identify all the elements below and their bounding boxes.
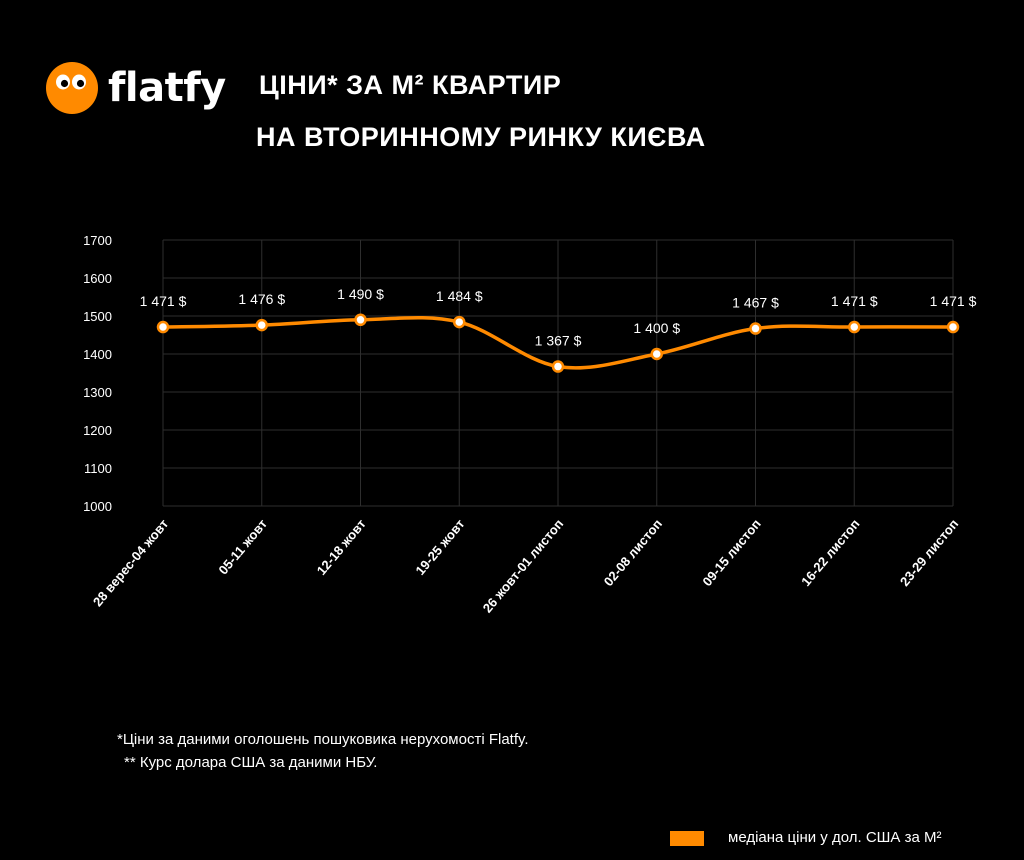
- data-label: 1 476 $: [238, 291, 285, 307]
- data-label: 1 467 $: [732, 295, 779, 311]
- x-tick-label: 23-29 листоп: [897, 516, 961, 589]
- data-point: [255, 318, 268, 332]
- flatfy-logo: flatfy: [44, 60, 226, 116]
- x-tick-label: 02-08 листоп: [601, 516, 665, 589]
- y-tick-label: 1600: [83, 271, 112, 286]
- data-label: 1 490 $: [337, 286, 384, 302]
- data-label: 1 400 $: [633, 320, 680, 336]
- data-point: [946, 320, 960, 334]
- data-point: [848, 320, 861, 334]
- y-tick-label: 1000: [83, 499, 112, 514]
- data-label: 1 484 $: [436, 288, 483, 304]
- x-tick-label: 09-15 листоп: [699, 516, 763, 589]
- flatfy-owl-icon: [46, 62, 98, 114]
- data-point: [156, 320, 170, 334]
- y-tick-label: 1100: [84, 461, 112, 476]
- chart-title-line2: НА ВТОРИННОМУ РИНКУ КИЄВА: [256, 122, 706, 152]
- data-point: [650, 347, 663, 361]
- footnote-source: *Ціни за даними оголошень пошуковика нер…: [117, 731, 529, 748]
- x-tick-label: 16-22 листоп: [798, 516, 862, 589]
- chart-title-line1: ЦІНИ* ЗА М² КВАРТИР: [259, 70, 562, 100]
- x-tick-label: 26 жовт-01 листоп: [480, 516, 567, 615]
- legend-swatch: [670, 831, 704, 846]
- data-point: [453, 315, 466, 329]
- footnote-exchange-rate: ** Курс долара США за даними НБУ.: [124, 754, 378, 771]
- y-tick-label: 1200: [83, 423, 112, 438]
- data-point: [551, 360, 565, 373]
- x-tick-label: 12-18 жовт: [314, 516, 369, 578]
- x-tick-label: 28 верес-04 жовт: [90, 516, 171, 609]
- data-label: 1 471 $: [831, 293, 878, 309]
- x-tick-label: 19-25 жовт: [412, 516, 467, 578]
- data-label: 1 471 $: [930, 293, 977, 309]
- y-tick-label: 1500: [83, 309, 112, 324]
- brand-name: flatfy: [108, 65, 226, 111]
- data-label: 1 471 $: [140, 293, 187, 309]
- x-tick-label: 05-11 жовт: [215, 516, 270, 577]
- legend-label: медіана ціни у дол. США за М²: [728, 829, 942, 846]
- data-point: [354, 313, 367, 327]
- data-point: [749, 322, 762, 335]
- y-tick-label: 1300: [83, 385, 112, 400]
- y-tick-label: 1700: [83, 233, 112, 248]
- y-tick-label: 1400: [83, 347, 112, 362]
- data-label: 1 367 $: [535, 333, 582, 349]
